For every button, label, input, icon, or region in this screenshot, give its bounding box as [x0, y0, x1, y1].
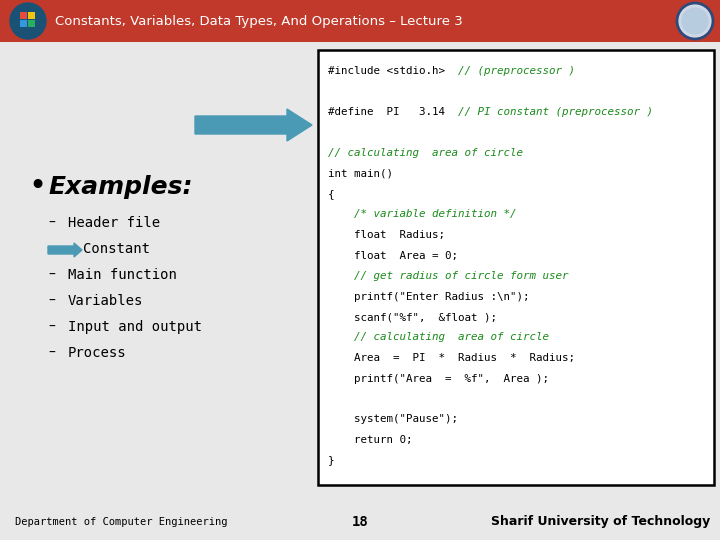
Bar	[20, 20, 27, 27]
Bar	[28, 12, 35, 19]
Circle shape	[10, 3, 46, 39]
Bar	[28, 20, 35, 27]
Text: Main function: Main function	[68, 268, 177, 282]
Text: Input and output: Input and output	[68, 320, 202, 334]
Text: Sharif University of Technology: Sharif University of Technology	[491, 516, 710, 529]
Text: return 0;: return 0;	[328, 435, 413, 445]
Text: }: }	[328, 456, 335, 465]
Text: int main(): int main()	[328, 168, 393, 179]
Text: –: –	[48, 216, 55, 230]
Bar	[0, 0, 720, 42]
Text: Examples:: Examples:	[48, 175, 192, 199]
Text: {: {	[328, 189, 335, 199]
Text: // calculating  area of circle: // calculating area of circle	[328, 333, 549, 342]
Text: system("Pause");: system("Pause");	[328, 415, 458, 424]
FancyArrow shape	[48, 243, 82, 257]
Text: –: –	[48, 346, 55, 360]
Text: –: –	[48, 268, 55, 282]
Text: // get radius of circle form user: // get radius of circle form user	[328, 271, 569, 281]
Text: #include <stdio.h>: #include <stdio.h>	[328, 66, 458, 76]
Circle shape	[677, 3, 713, 39]
Text: •: •	[28, 172, 46, 201]
Text: Constant: Constant	[83, 242, 150, 256]
Text: Header file: Header file	[68, 216, 160, 230]
Text: –: –	[48, 294, 55, 308]
Text: Process: Process	[68, 346, 127, 360]
Bar	[20, 12, 27, 19]
Circle shape	[682, 8, 708, 34]
Text: float  Area = 0;: float Area = 0;	[328, 251, 458, 260]
Text: Department of Computer Engineering: Department of Computer Engineering	[15, 517, 228, 527]
Bar	[318, 50, 714, 485]
Text: /* variable definition */: /* variable definition */	[328, 210, 516, 219]
Text: Variables: Variables	[68, 294, 143, 308]
Text: // PI constant (preprocessor ): // PI constant (preprocessor )	[458, 107, 653, 117]
Text: scanf("%f",  &float );: scanf("%f", &float );	[328, 312, 497, 322]
Text: printf("Area  =  %f",  Area );: printf("Area = %f", Area );	[328, 374, 549, 383]
Text: #define  PI   3.14: #define PI 3.14	[328, 107, 458, 117]
Text: –: –	[48, 320, 55, 334]
Text: Area  =  PI  *  Radius  *  Radius;: Area = PI * Radius * Radius;	[328, 353, 575, 363]
Text: float  Radius;: float Radius;	[328, 230, 445, 240]
Text: // calculating  area of circle: // calculating area of circle	[328, 148, 523, 158]
FancyArrow shape	[195, 109, 312, 141]
Text: printf("Enter Radius :\n");: printf("Enter Radius :\n");	[328, 292, 529, 301]
Text: // (preprocessor ): // (preprocessor )	[458, 66, 575, 76]
Text: 18: 18	[351, 515, 369, 529]
Text: Constants, Variables, Data Types, And Operations – Lecture 3: Constants, Variables, Data Types, And Op…	[55, 15, 463, 28]
